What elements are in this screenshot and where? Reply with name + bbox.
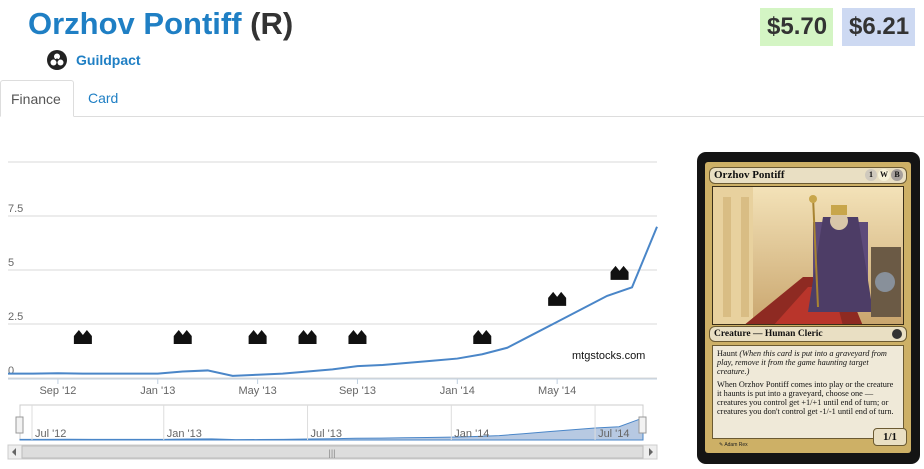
mana-cost: 1 W B <box>865 169 903 181</box>
navigator-tick-label: Jul '14 <box>598 428 629 440</box>
y-tick-label: 2.5 <box>8 311 23 323</box>
card-artwork <box>712 186 904 325</box>
journey-into-nyx-symbol <box>548 291 567 306</box>
price-chart[interactable]: 0 2.5 5 7.5 Sep '12 Jan '13 May '13 Sep '13 Jan … <box>0 140 670 465</box>
x-tick-label: Jan '14 <box>440 385 475 397</box>
scrollbar-thumb[interactable] <box>21 445 644 459</box>
theros-symbol <box>348 330 367 344</box>
card-type-line: Creature — Human Cleric <box>709 326 907 342</box>
y-tick-label: 7.5 <box>8 203 23 215</box>
dragons-maze-symbol <box>248 330 267 344</box>
price-low: $5.70 <box>760 8 833 46</box>
navigator-right-handle[interactable] <box>638 416 647 434</box>
card-rarity: (R) <box>250 6 294 41</box>
scroll-left-icon[interactable] <box>12 448 16 456</box>
mana-generic-icon: 1 <box>865 169 877 181</box>
gatecrash-symbol <box>173 330 192 344</box>
mtgstocks-watermark: mtgstocks.com <box>572 350 645 362</box>
price-average: $6.21 <box>842 8 915 46</box>
card-artist: ✎ Adam Rex <box>719 442 748 448</box>
set-symbol-icon <box>892 329 902 339</box>
page-title: Orzhov Pontiff (R) <box>28 6 293 42</box>
orzhov-guild-icon <box>46 49 68 71</box>
set-name[interactable]: Guildpact <box>76 52 141 68</box>
card-power-toughness: 1/1 <box>873 428 907 446</box>
m15-symbol <box>610 265 629 280</box>
navigator-tick-label: Jul '12 <box>35 428 66 440</box>
navigator-left-handle[interactable] <box>15 416 24 434</box>
card-name: Orzhov Pontiff <box>28 6 242 41</box>
x-tick-label: May '13 <box>239 385 277 397</box>
return-to-ravnica-symbol <box>73 330 92 344</box>
navigator-tick-label: Jul '13 <box>311 428 342 440</box>
tab-card[interactable]: Card <box>88 90 119 106</box>
y-tick-label: 5 <box>8 257 14 269</box>
born-of-the-gods-symbol <box>473 330 492 344</box>
x-tick-label: Sep '13 <box>339 385 376 397</box>
scroll-right-icon[interactable] <box>649 448 653 456</box>
set-link[interactable]: Guildpact <box>46 48 141 72</box>
navigator-tick-label: Jan '14 <box>454 428 489 440</box>
tab-finance[interactable]: Finance <box>0 80 74 117</box>
scrollbar-grip-icon: ||| <box>328 448 335 458</box>
card-image: Orzhov Pontiff 1 W B <box>697 152 920 464</box>
navigator-tick-label: Jan '13 <box>167 428 202 440</box>
m14-symbol <box>298 330 317 344</box>
card-image-name: Orzhov Pontiff 1 W B <box>709 167 907 184</box>
card-rules-text: Haunt (When this card is put into a grav… <box>712 345 904 439</box>
x-tick-label: Jan '13 <box>140 385 175 397</box>
x-tick-label: Sep '12 <box>39 385 76 397</box>
x-tick-label: May '14 <box>538 385 576 397</box>
tab-bar: Finance Card <box>0 80 924 117</box>
mana-black-icon: B <box>891 169 903 181</box>
y-tick-label: 0 <box>8 365 14 377</box>
navigator-series <box>19 417 644 441</box>
price-series-line <box>8 226 658 377</box>
mana-white-icon: W <box>878 169 890 181</box>
